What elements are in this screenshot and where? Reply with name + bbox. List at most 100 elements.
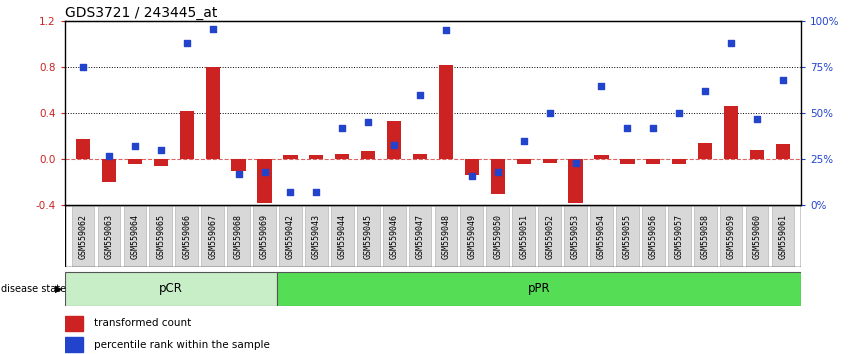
- Text: GSM559046: GSM559046: [390, 214, 398, 259]
- FancyBboxPatch shape: [201, 206, 224, 267]
- Bar: [205, 67, 220, 159]
- Bar: [65, 337, 83, 352]
- Bar: [413, 154, 427, 159]
- Text: GSM559050: GSM559050: [494, 214, 502, 259]
- Text: GSM559063: GSM559063: [105, 214, 113, 259]
- FancyBboxPatch shape: [72, 206, 94, 267]
- Point: [698, 88, 712, 94]
- Bar: [672, 159, 687, 164]
- FancyBboxPatch shape: [175, 206, 198, 267]
- Text: GSM559045: GSM559045: [364, 214, 372, 259]
- Text: GSM559048: GSM559048: [442, 214, 450, 259]
- Point: [672, 110, 686, 116]
- Point: [206, 26, 220, 32]
- Text: GSM559052: GSM559052: [545, 214, 554, 259]
- FancyBboxPatch shape: [305, 206, 327, 267]
- FancyBboxPatch shape: [487, 206, 509, 267]
- Bar: [491, 159, 505, 194]
- Bar: [776, 144, 790, 159]
- Bar: [620, 159, 635, 164]
- Text: pPR: pPR: [528, 282, 551, 295]
- FancyBboxPatch shape: [461, 206, 483, 267]
- Text: GSM559066: GSM559066: [182, 214, 191, 259]
- Point: [232, 171, 246, 177]
- Text: GDS3721 / 243445_at: GDS3721 / 243445_at: [65, 6, 217, 20]
- Text: GSM559053: GSM559053: [571, 214, 580, 259]
- Text: GSM559059: GSM559059: [727, 214, 735, 259]
- Text: transformed count: transformed count: [94, 318, 191, 329]
- Text: GSM559044: GSM559044: [338, 214, 346, 259]
- Bar: [646, 159, 661, 164]
- Bar: [65, 316, 83, 331]
- FancyBboxPatch shape: [694, 206, 716, 267]
- FancyBboxPatch shape: [98, 206, 120, 267]
- Point: [335, 125, 349, 131]
- Point: [439, 28, 453, 33]
- Bar: [277, 272, 801, 306]
- FancyBboxPatch shape: [279, 206, 302, 267]
- Point: [595, 83, 609, 88]
- Text: percentile rank within the sample: percentile rank within the sample: [94, 339, 270, 350]
- FancyBboxPatch shape: [409, 206, 431, 267]
- FancyBboxPatch shape: [435, 206, 457, 267]
- Bar: [309, 155, 324, 159]
- FancyBboxPatch shape: [564, 206, 587, 267]
- Bar: [65, 272, 277, 306]
- Point: [543, 110, 557, 116]
- Text: pCR: pCR: [159, 282, 183, 295]
- FancyBboxPatch shape: [331, 206, 353, 267]
- FancyBboxPatch shape: [616, 206, 639, 267]
- Text: GSM559062: GSM559062: [79, 214, 87, 259]
- Point: [128, 144, 142, 149]
- Bar: [361, 151, 375, 159]
- FancyBboxPatch shape: [539, 206, 561, 267]
- Bar: [387, 121, 401, 159]
- Bar: [335, 154, 349, 159]
- FancyBboxPatch shape: [746, 206, 768, 267]
- Point: [724, 40, 738, 46]
- Bar: [179, 111, 194, 159]
- FancyBboxPatch shape: [124, 206, 146, 267]
- Text: GSM559047: GSM559047: [416, 214, 424, 259]
- Text: GSM559042: GSM559042: [286, 214, 295, 259]
- Bar: [542, 159, 557, 163]
- Text: GSM559061: GSM559061: [779, 214, 787, 259]
- Text: GSM559051: GSM559051: [520, 214, 528, 259]
- Text: ▶: ▶: [55, 284, 62, 293]
- Point: [154, 147, 168, 153]
- Point: [283, 190, 297, 195]
- FancyBboxPatch shape: [253, 206, 276, 267]
- Bar: [154, 159, 168, 166]
- Text: GSM559060: GSM559060: [753, 214, 761, 259]
- FancyBboxPatch shape: [772, 206, 794, 267]
- Point: [569, 160, 583, 166]
- FancyBboxPatch shape: [642, 206, 665, 267]
- FancyBboxPatch shape: [150, 206, 172, 267]
- Point: [517, 138, 531, 144]
- Bar: [465, 159, 479, 176]
- FancyBboxPatch shape: [590, 206, 613, 267]
- Bar: [724, 106, 738, 159]
- Point: [257, 169, 271, 175]
- Text: GSM559065: GSM559065: [157, 214, 165, 259]
- FancyBboxPatch shape: [227, 206, 250, 267]
- Point: [465, 173, 479, 179]
- Text: GSM559056: GSM559056: [649, 214, 658, 259]
- Point: [102, 153, 116, 159]
- Bar: [76, 139, 90, 159]
- Bar: [750, 150, 764, 159]
- Bar: [698, 143, 712, 159]
- FancyBboxPatch shape: [513, 206, 535, 267]
- Text: GSM559043: GSM559043: [312, 214, 321, 259]
- Text: GSM559054: GSM559054: [597, 214, 606, 259]
- Point: [413, 92, 427, 98]
- Bar: [257, 159, 272, 203]
- Text: GSM559068: GSM559068: [234, 214, 243, 259]
- Text: GSM559049: GSM559049: [468, 214, 476, 259]
- Text: GSM559055: GSM559055: [623, 214, 632, 259]
- Text: GSM559064: GSM559064: [131, 214, 139, 259]
- Bar: [231, 159, 246, 171]
- Point: [180, 40, 194, 46]
- Bar: [568, 159, 583, 203]
- Point: [387, 142, 401, 147]
